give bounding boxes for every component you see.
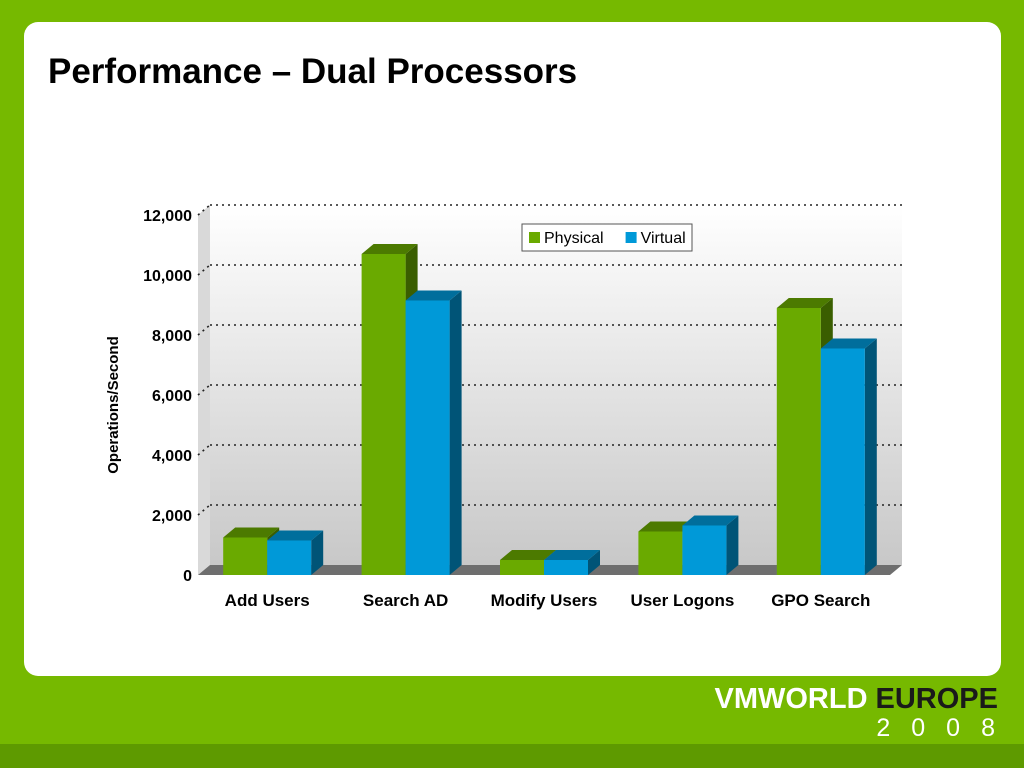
chart-legend: Physical Virtual: [521, 223, 693, 252]
bar-front: [500, 560, 544, 575]
bar-side: [588, 550, 600, 575]
y-axis-label: Operations/Second: [105, 336, 122, 474]
legend-swatch-physical: [529, 232, 540, 243]
gridline-side: [197, 204, 211, 216]
bar-front: [544, 560, 588, 575]
bar-top: [638, 521, 695, 532]
y-tick-label: 12,000: [143, 208, 192, 225]
gridline-side: [197, 324, 211, 336]
legend-box: [521, 223, 693, 252]
slide-title: Performance – Dual Processors: [48, 52, 578, 91]
bar-top: [267, 530, 324, 541]
bar-top: [361, 244, 418, 254]
y-tick-label: 2,000: [152, 508, 192, 525]
x-tick-label: User Logons: [630, 591, 734, 610]
bar-virtual: [405, 290, 462, 575]
bar-front: [361, 254, 406, 575]
bar-side: [449, 290, 462, 575]
y-tick-label: 6,000: [152, 388, 192, 405]
bar-front: [638, 531, 683, 575]
x-tick-label: GPO Search: [771, 591, 870, 610]
bar-front: [267, 540, 312, 575]
brand-secondary: EUROPE: [875, 683, 998, 715]
brand-year: 2008: [876, 714, 1016, 742]
bar-front: [776, 308, 821, 575]
bar-top: [682, 515, 739, 526]
brand-primary: VMWORLD: [714, 683, 868, 715]
bar-virtual: [267, 530, 324, 575]
bar-top: [223, 527, 280, 538]
y-tick-label: 10,000: [143, 268, 192, 285]
bar-front: [223, 537, 268, 575]
bar-top: [500, 550, 556, 560]
legend-label-virtual: Virtual: [641, 230, 686, 247]
bar-top: [776, 298, 833, 308]
gridline-side: [197, 384, 211, 396]
legend-label-physical: Physical: [544, 230, 604, 247]
bar-side: [864, 338, 877, 575]
x-tick-label: Add Users: [225, 591, 310, 610]
bar-virtual: [820, 338, 877, 575]
bar-front: [682, 525, 727, 575]
bar-top: [820, 338, 877, 349]
bar-front: [820, 348, 865, 575]
bar-virtual: [682, 515, 739, 575]
gridline-side: [197, 264, 211, 276]
x-tick-label: Search AD: [363, 591, 448, 610]
bar-virtual: [544, 550, 600, 575]
legend-swatch-virtual: [625, 232, 637, 243]
y-tick-label: 8,000: [152, 328, 192, 345]
bar-side: [311, 530, 324, 575]
bar-top: [405, 290, 462, 301]
x-tick-label: Modify Users: [491, 591, 598, 610]
gridline-side: [197, 444, 211, 456]
y-tick-label: 0: [183, 568, 192, 585]
vmworld-logo: VMWORLD EUROPE 2008: [714, 684, 998, 742]
bar-front: [405, 300, 450, 575]
bar-top: [544, 550, 600, 560]
y-tick-label: 4,000: [152, 448, 192, 465]
gridline-side: [197, 504, 211, 516]
bottom-band: [0, 744, 1024, 768]
bar-side: [726, 515, 739, 575]
